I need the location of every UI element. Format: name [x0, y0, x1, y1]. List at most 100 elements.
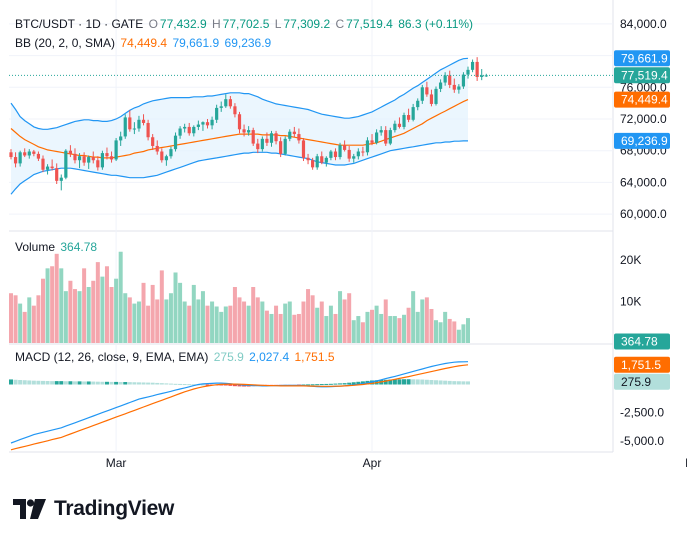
price-tags: 79,661.9 77,519.4 74,449.4 69,236.9 364.78 1,…	[614, 50, 670, 390]
candle-down	[109, 151, 114, 163]
candle-body	[173, 135, 178, 150]
candle-body	[36, 153, 41, 159]
volume-bar-up	[136, 301, 141, 343]
volume-bar-down	[95, 262, 100, 343]
candle-down	[91, 151, 95, 164]
volume-bar-down	[347, 293, 352, 343]
volume-bar-up	[100, 276, 105, 343]
candle-body	[87, 157, 91, 163]
candle-down	[160, 148, 164, 163]
candle-down	[41, 155, 45, 173]
candle-body	[388, 130, 392, 144]
candle-body	[274, 133, 278, 142]
candle-body	[41, 158, 45, 170]
volume-bar-up	[434, 320, 439, 343]
candle-body	[187, 126, 191, 134]
volume-bar-up	[173, 272, 178, 343]
candle-body	[141, 119, 146, 123]
macd-histogram-bar	[402, 379, 407, 385]
candle-body	[13, 157, 18, 164]
volume-bar-up	[420, 299, 425, 343]
candle-body	[375, 132, 379, 143]
volume-bar-down	[319, 301, 324, 343]
symbol-label[interactable]: BTC/USDT · 1D · GATE	[15, 17, 144, 31]
macd-histogram-bar	[13, 379, 18, 385]
candle-down	[406, 108, 411, 123]
candle-up	[420, 84, 424, 104]
candle-down	[82, 152, 86, 166]
macd-hist-tag: 275.9	[614, 373, 670, 390]
macd-histogram-bar	[232, 384, 237, 387]
candle-body	[183, 126, 187, 129]
volume-bar-up	[365, 311, 370, 343]
candle-down	[36, 151, 41, 162]
candle-up	[100, 150, 104, 170]
candle-up	[324, 156, 328, 167]
price-axis: 84,000.080,000.076,000.072,000.068,000.0…	[106, 17, 687, 470]
price-tick-label: 76,000.0	[620, 80, 667, 94]
macd-histogram-bar	[22, 380, 27, 385]
candle-up	[132, 122, 136, 135]
volume-bar-up	[269, 313, 274, 343]
candle-body	[429, 94, 434, 104]
bollinger-legend[interactable]: BB (20, 2, 0, SMA) 74,449.4 79,661.9 69,…	[15, 36, 273, 50]
candle-body	[393, 123, 397, 131]
candle-down	[73, 148, 77, 164]
candle-body	[256, 143, 260, 150]
volume-bar-up	[443, 311, 448, 343]
volume-bar-down	[150, 284, 155, 343]
candle-down	[361, 146, 365, 157]
candle-body	[416, 100, 420, 108]
candle-body	[420, 87, 424, 101]
candle-body	[100, 153, 104, 168]
candle-body	[151, 137, 155, 146]
tag-text: 1,751.5	[621, 358, 661, 372]
tag-box	[614, 67, 670, 84]
candle-down	[68, 145, 73, 158]
volume-bar-up	[379, 313, 384, 343]
volume-bar-up	[402, 314, 407, 343]
volume-bar-down	[205, 305, 210, 343]
macd-histogram-bar	[168, 383, 173, 385]
candle-down	[370, 134, 374, 146]
candle-down	[343, 140, 347, 152]
candle-up	[329, 149, 333, 161]
macd-legend[interactable]: MACD (12, 26, close, 9, EMA, EMA) 275.9 …	[15, 350, 337, 364]
macd-histogram-bar	[338, 383, 343, 385]
bb-lower-tag: 69,236.9	[614, 132, 670, 149]
volume-tick-label: 10K	[620, 295, 641, 309]
volume-bar-down	[127, 297, 132, 343]
volume-bar-up	[214, 306, 219, 343]
bb-upper-line	[10, 57, 469, 130]
candle-body	[128, 117, 132, 130]
candle-body	[64, 150, 68, 178]
volume-legend[interactable]: Volume 364.78	[15, 240, 99, 254]
volume-bar-down	[452, 321, 457, 343]
candle-body	[132, 128, 136, 130]
candle-down	[242, 124, 246, 137]
volume-bar-up	[338, 291, 343, 343]
candle-body	[343, 145, 347, 150]
candle-down	[237, 111, 242, 134]
macd-histogram-bar	[178, 383, 183, 385]
candle-down	[333, 148, 338, 161]
tradingview-brand[interactable]: TradingView	[13, 497, 174, 521]
candle-up	[196, 120, 200, 131]
candle-up	[169, 146, 173, 159]
tag-box	[614, 356, 670, 373]
macd-histogram-bar	[429, 380, 434, 385]
volume-bar-down	[301, 301, 306, 343]
macd-histogram-bar	[200, 384, 205, 386]
volume-bar-up	[415, 311, 420, 343]
volume-bar-up	[219, 311, 224, 343]
candle-down	[265, 132, 269, 146]
volume-bar-down	[310, 295, 315, 343]
bb-upper-tag: 79,661.9	[614, 50, 670, 67]
candle-body	[9, 152, 13, 158]
volume-bar-down	[397, 318, 402, 343]
volume-bar-up	[200, 291, 205, 343]
bb-basis-value: 74,449.4	[120, 36, 168, 50]
macd-histogram-bar	[40, 380, 45, 385]
volume-bar-up	[328, 305, 333, 343]
